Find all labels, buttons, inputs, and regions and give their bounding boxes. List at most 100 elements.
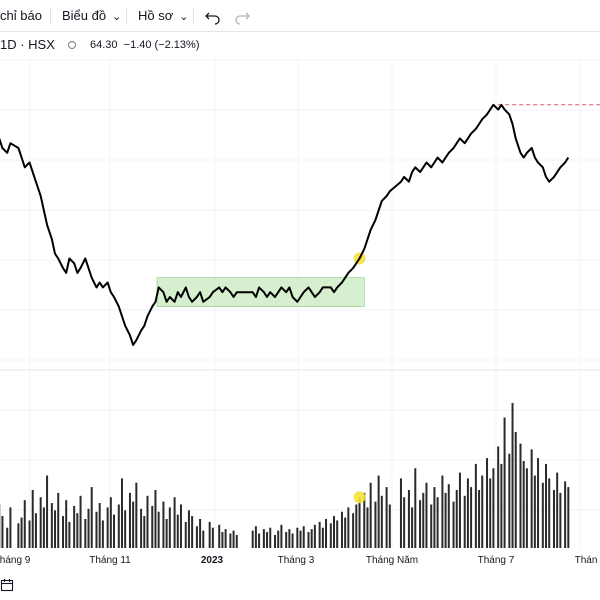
- volume-bar: [466, 478, 469, 548]
- volume-bar: [430, 504, 433, 548]
- volume-bar: [6, 527, 9, 548]
- volume-bar: [90, 487, 93, 548]
- volume-bar: [519, 443, 522, 548]
- volume-bar: [299, 530, 302, 548]
- volume-bar: [173, 497, 176, 548]
- volume-bar: [313, 524, 316, 548]
- volume-bar: [168, 507, 171, 548]
- volume-bar: [556, 472, 559, 548]
- indicators-button[interactable]: chỉ báo: [0, 0, 42, 31]
- x-axis-tick-label: Tháng 7: [478, 555, 515, 566]
- volume-bar: [146, 495, 149, 548]
- volume-bar: [143, 516, 146, 548]
- volume-bar: [470, 487, 473, 548]
- volume-bar: [73, 505, 76, 548]
- volume-bar: [262, 529, 265, 548]
- volume-bar: [229, 533, 232, 548]
- toolbar-divider: [193, 7, 194, 24]
- volume-bar: [258, 533, 261, 548]
- volume-bar: [113, 514, 116, 548]
- profile-label: Hồ sơ: [138, 8, 174, 23]
- x-axis-tick-label: Tháng 11: [89, 555, 131, 566]
- volume-bar: [399, 478, 402, 548]
- x-axis-tick-label: 2023: [201, 555, 224, 566]
- volume-bar: [20, 517, 23, 548]
- volume-bar: [444, 492, 447, 548]
- volume-bar: [124, 510, 127, 548]
- volume-bar: [336, 520, 339, 548]
- volume-bar: [363, 492, 366, 548]
- volume-bar: [369, 482, 372, 548]
- calendar-icon[interactable]: [0, 578, 14, 592]
- toolbar-divider: [50, 7, 51, 24]
- volume-bar: [559, 492, 562, 548]
- volume-bar: [109, 497, 112, 548]
- volume-bar: [117, 504, 120, 548]
- volume-bar: [195, 526, 198, 548]
- volume-bar: [277, 530, 280, 548]
- chart-type-button[interactable]: Biểu đồ ⌄: [62, 0, 121, 31]
- undo-icon[interactable]: [204, 7, 222, 25]
- volume-bar: [525, 468, 528, 548]
- status-dot-icon: [68, 41, 76, 49]
- volume-bar: [68, 521, 71, 548]
- volume-bar: [235, 534, 238, 548]
- volume-bar: [500, 463, 503, 548]
- volume-bar: [135, 482, 138, 548]
- volume-bar: [452, 501, 455, 548]
- volume-bar: [79, 495, 82, 548]
- volume-bar: [411, 507, 414, 548]
- volume-bar: [358, 497, 361, 548]
- x-axis-tick-label: Tháng 3: [278, 555, 315, 566]
- volume-bar: [318, 521, 321, 548]
- volume-bar: [511, 403, 514, 548]
- volume-bar: [28, 520, 31, 548]
- toolbar-divider: [126, 7, 127, 24]
- volume-bar: [310, 529, 313, 548]
- volume-bar: [187, 510, 190, 548]
- volume-bar: [307, 532, 310, 548]
- volume-bar: [23, 500, 26, 548]
- volume-bar: [42, 507, 45, 548]
- volume-bar: [366, 507, 369, 548]
- volume-bar: [486, 458, 489, 548]
- volume-bar: [274, 534, 277, 548]
- volume-bar: [541, 482, 544, 548]
- volume-bar: [76, 513, 79, 548]
- volume-bar: [537, 458, 540, 548]
- last-price: 64.30: [90, 39, 118, 51]
- volume-bar: [497, 446, 500, 548]
- volume-bar: [62, 516, 65, 548]
- volume-bar: [251, 530, 254, 548]
- volume-bar: [95, 511, 98, 548]
- volume-bar: [407, 490, 410, 548]
- indicators-label: chỉ báo: [0, 8, 42, 23]
- volume-bar: [101, 520, 104, 548]
- volume-marker: [353, 491, 366, 504]
- volume-bar: [266, 532, 269, 548]
- volume-bar: [232, 530, 235, 548]
- volume-bar: [385, 487, 388, 548]
- volume-bar: [296, 527, 299, 548]
- volume-bar: [151, 505, 154, 548]
- redo-icon[interactable]: [233, 7, 251, 25]
- volume-bar: [106, 507, 109, 548]
- volume-bar: [46, 475, 49, 548]
- volume-bar: [436, 497, 439, 548]
- volume-bar: [333, 516, 335, 548]
- volume-bar: [291, 533, 294, 548]
- volume-bar: [548, 478, 551, 548]
- symbol-interval-label[interactable]: 1D · HSX: [0, 37, 55, 52]
- volume-bar: [9, 507, 12, 548]
- volume-bar: [199, 519, 202, 548]
- volume-bar: [388, 504, 391, 548]
- volume-bar: [157, 511, 160, 548]
- volume-bar: [288, 529, 291, 548]
- profile-button[interactable]: Hồ sơ ⌄: [138, 0, 188, 31]
- volume-bar: [128, 492, 131, 548]
- volume-bar: [433, 487, 436, 548]
- volume-bar: [208, 521, 211, 548]
- chart-type-label: Biểu đồ: [62, 8, 107, 23]
- price-change: −1.40 (−2.13%): [123, 39, 200, 51]
